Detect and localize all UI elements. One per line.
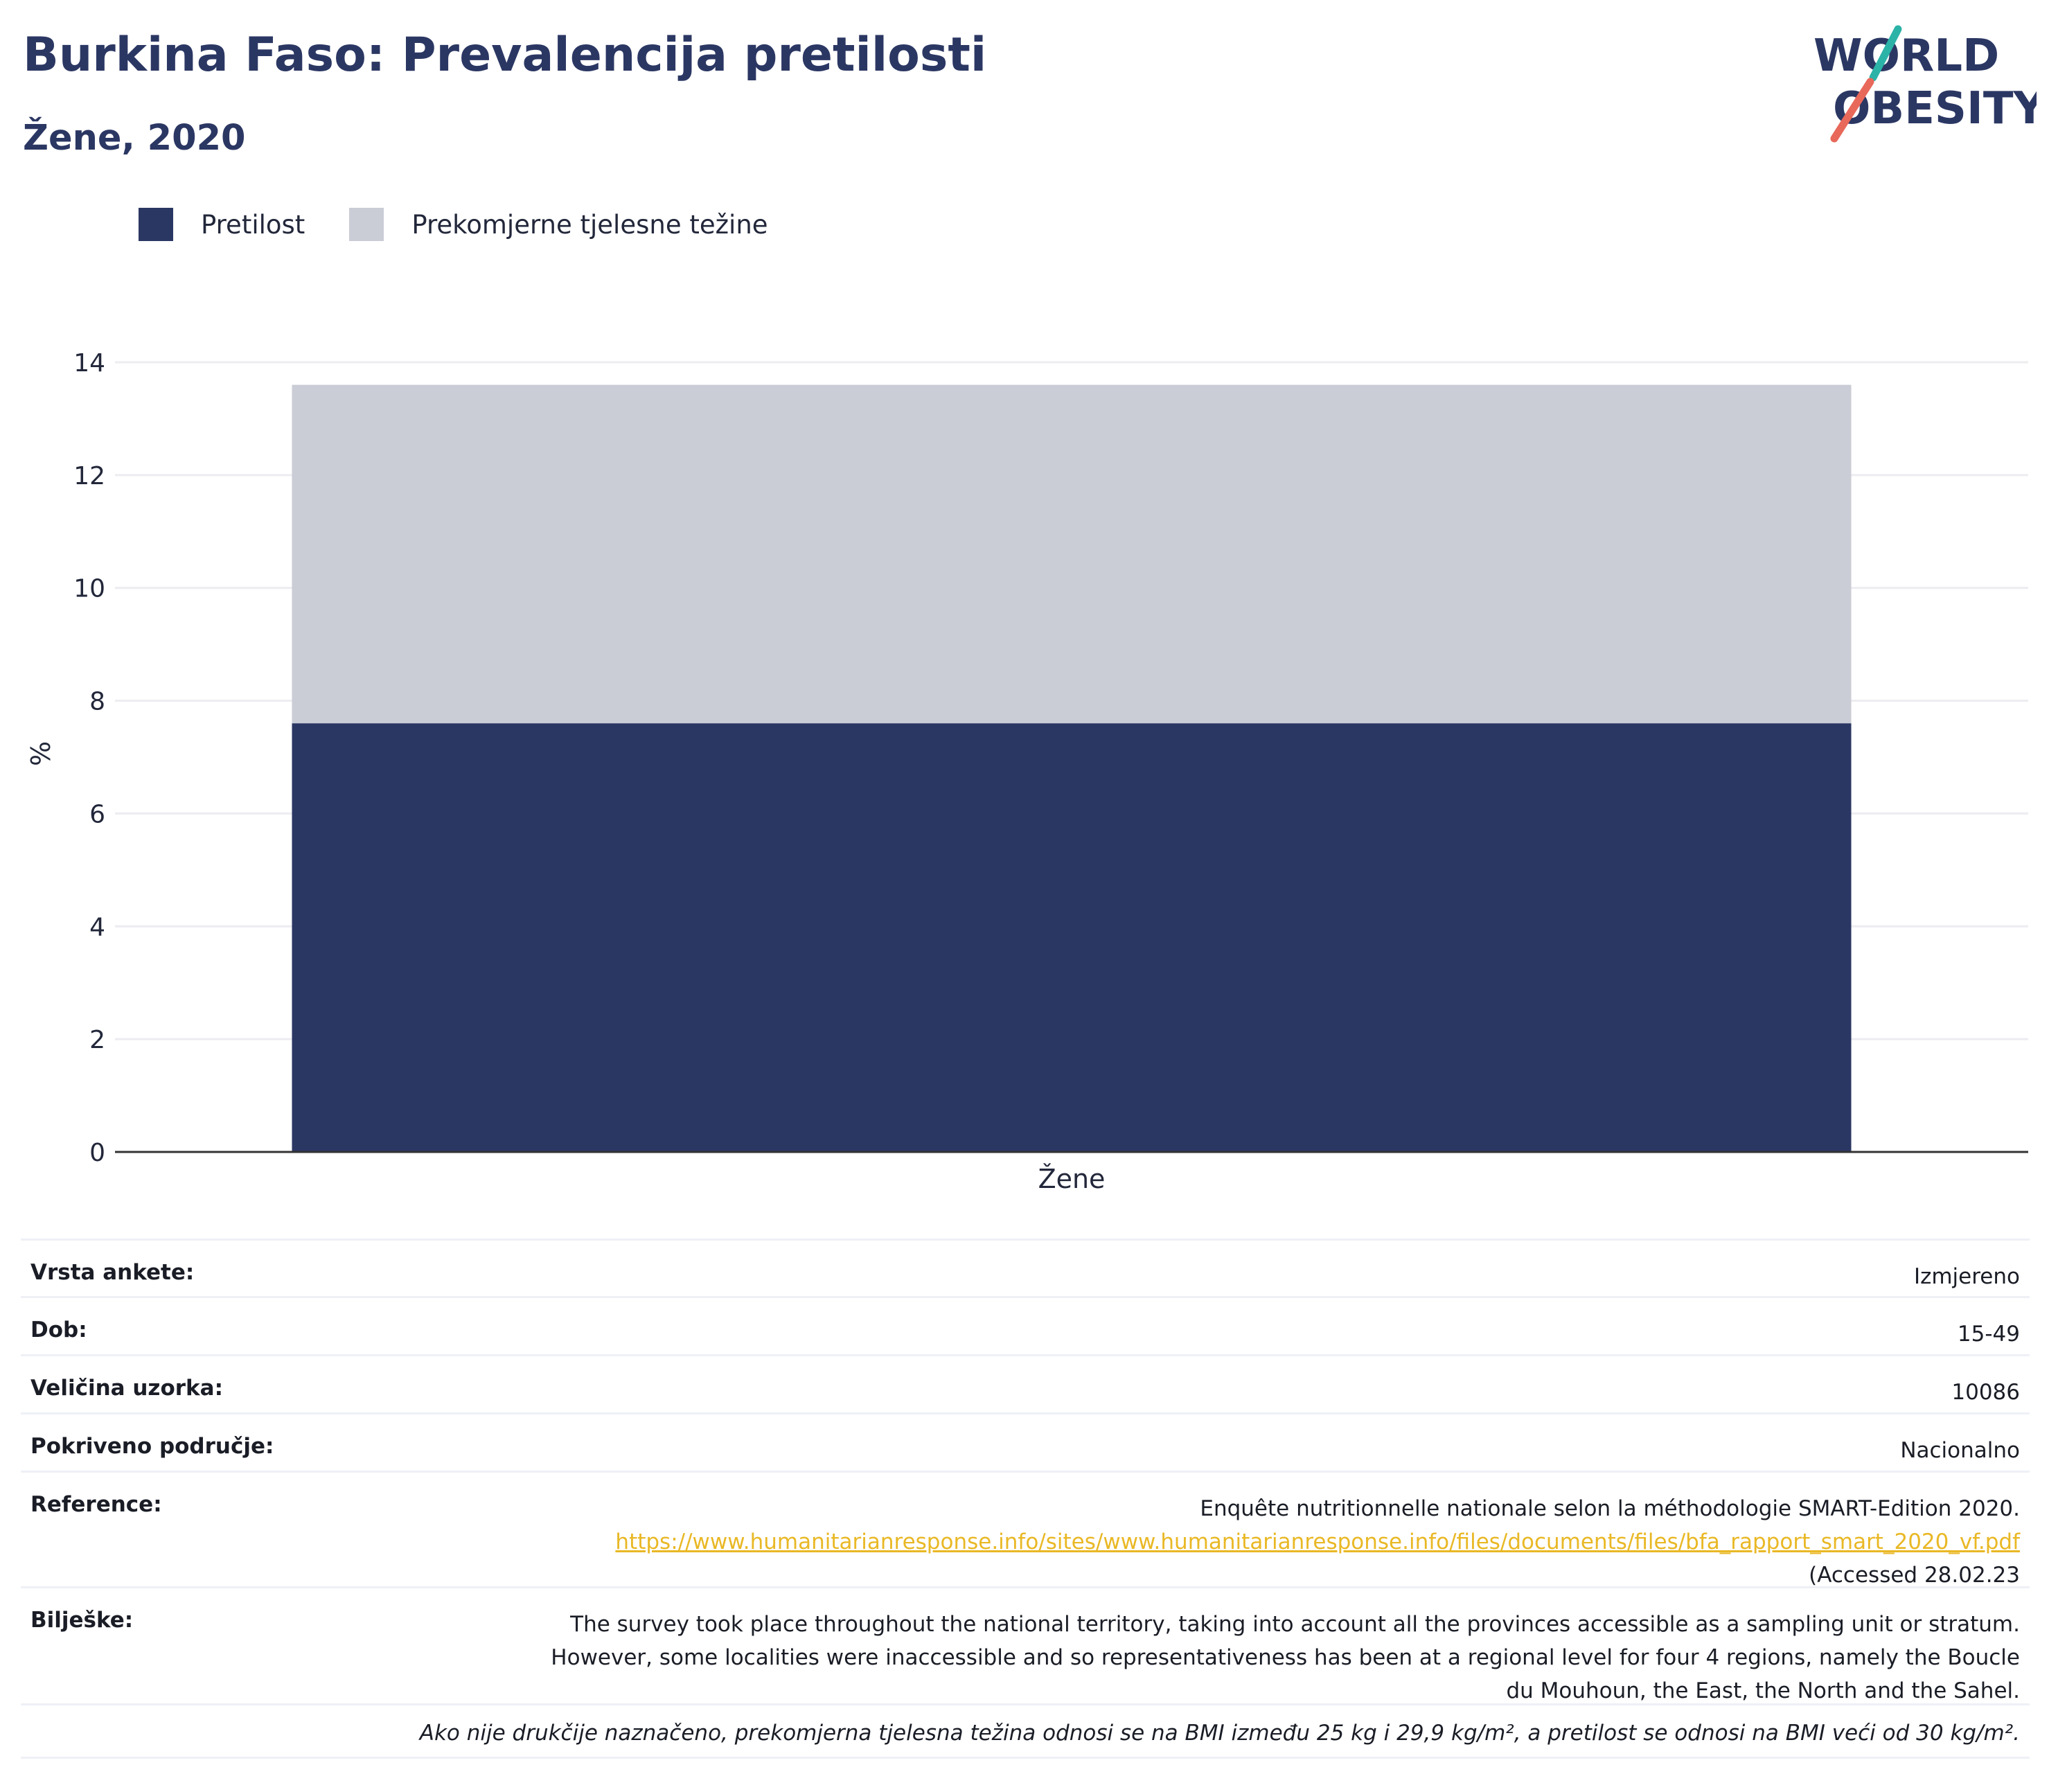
y-tick-label: 4: [89, 913, 105, 941]
page-subtitle: Žene, 2020: [23, 118, 246, 159]
legend-label-pretilost: Pretilost: [201, 209, 305, 240]
bar-segment-prekomjerne: [292, 384, 1852, 724]
logo-slash-coral: [1830, 78, 1874, 143]
page-title: Burkina Faso: Prevalencija pretilosti: [23, 28, 987, 82]
area-value: Nacionalno: [1900, 1438, 2020, 1463]
age-value: 15-49: [1957, 1322, 2020, 1347]
y-tick-label: 2: [89, 1026, 105, 1054]
reference-accessed: (Accessed 28.02.23: [1809, 1563, 2020, 1588]
y-tick-label: 14: [73, 349, 105, 378]
info-row-sample-size: Veličina uzorka: 10086: [21, 1354, 2030, 1412]
reference-link[interactable]: https://www.humanitarianresponse.info/si…: [615, 1529, 2020, 1554]
y-tick-label: 10: [73, 575, 105, 603]
reference-label: Reference:: [30, 1492, 162, 1517]
survey-type-value: Izmjereno: [1913, 1264, 2020, 1289]
info-row-reference: Reference: Enquête nutritionnelle nation…: [21, 1471, 2030, 1588]
notes-value: The survey took place throughout the nat…: [551, 1588, 2020, 1703]
legend-label-prekomjerne: Prekomjerne tjelesne težine: [411, 209, 768, 240]
notes-line: However, some localities were inaccessib…: [551, 1645, 2020, 1670]
chart-legend: Pretilost Prekomjerne tjelesne težine: [139, 206, 813, 242]
reference-text: Enquête nutritionnelle nationale selon l…: [1200, 1496, 2020, 1521]
survey-info-table: Vrsta ankete: Izmjereno Dob: 15-49 Velič…: [21, 1239, 2030, 1759]
logo-slash-teal: [1869, 25, 1902, 82]
legend-swatch-pretilost: [139, 208, 173, 241]
reference-value: Enquête nutritionnelle nationale selon l…: [615, 1473, 2020, 1588]
y-tick-label: 6: [89, 800, 105, 828]
notes-line: du Mouhoun, the East, the North and the …: [1506, 1678, 2020, 1703]
notes-label: Bilješke:: [30, 1608, 134, 1633]
legend-swatch-prekomjerne: [349, 208, 384, 241]
bmi-footnote: Ako nije drukčije naznačeno, prekomjerna…: [21, 1703, 2030, 1759]
sample-size-value: 10086: [1951, 1380, 2020, 1405]
bar-chart: 0 2 4 6 8 10 12 14 Žene %: [26, 349, 2028, 1194]
y-tick-label: 0: [89, 1139, 105, 1167]
area-label: Pokriveno područje:: [30, 1434, 274, 1459]
info-row-age: Dob: 15-49: [21, 1296, 2030, 1354]
y-axis-label: %: [26, 741, 56, 766]
x-tick-label: Žene: [1038, 1164, 1106, 1194]
world-obesity-logo: WORLD OBESITY: [1813, 25, 2037, 143]
bar-segment-pretilost: [292, 723, 1852, 1152]
age-label: Dob:: [30, 1318, 87, 1342]
info-row-survey-type: Vrsta ankete: Izmjereno: [21, 1239, 2030, 1296]
info-row-notes: Bilješke: The survey took place througho…: [21, 1586, 2030, 1703]
survey-type-label: Vrsta ankete:: [30, 1260, 195, 1285]
y-tick-label: 12: [73, 462, 105, 490]
y-tick-label: 8: [89, 688, 105, 716]
notes-line: The survey took place throughout the nat…: [570, 1612, 2020, 1637]
info-row-area: Pokriveno područje: Nacionalno: [21, 1412, 2030, 1471]
sample-size-label: Veličina uzorka:: [30, 1376, 223, 1401]
logo-word-world: WORLD: [1813, 30, 1999, 82]
